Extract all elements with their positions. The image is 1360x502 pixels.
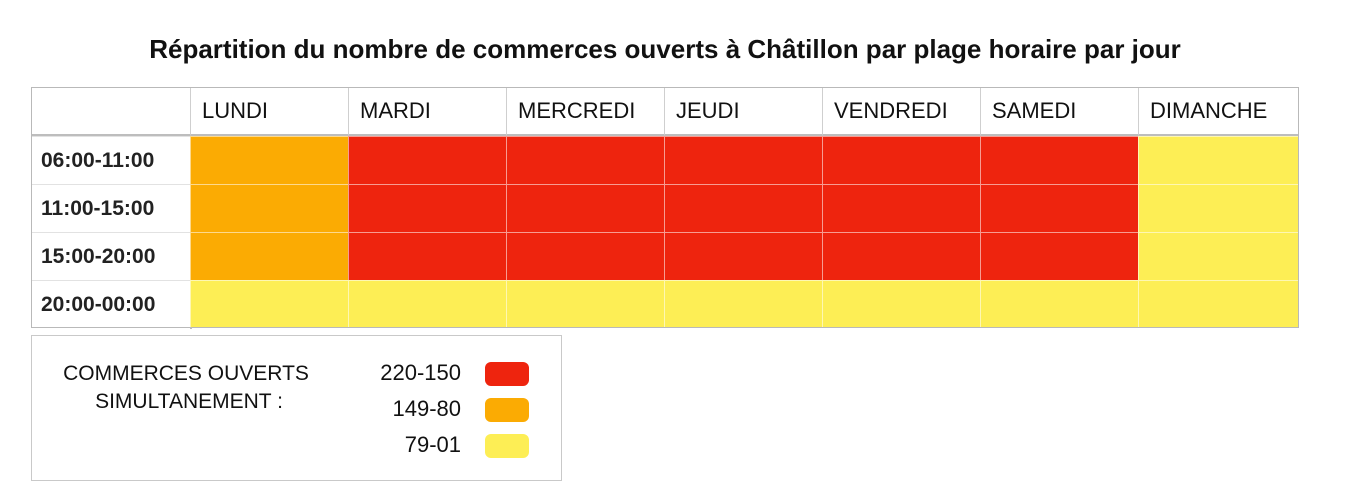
heatmap-cell bbox=[190, 280, 348, 327]
heatmap-cell bbox=[822, 280, 980, 327]
heatmap-cell bbox=[506, 280, 664, 327]
heatmap-cell bbox=[1138, 136, 1298, 184]
column-header-jeudi: JEUDI bbox=[664, 88, 822, 136]
column-header-mardi: MARDI bbox=[348, 88, 506, 136]
heatmap-cell bbox=[664, 280, 822, 327]
row-header: 15:00-20:00 bbox=[32, 232, 190, 280]
heatmap-cell bbox=[190, 232, 348, 280]
heatmap-cell bbox=[664, 184, 822, 232]
heatmap-cell bbox=[980, 136, 1138, 184]
column-header-mercredi: MERCREDI bbox=[506, 88, 664, 136]
heatmap-cell bbox=[190, 184, 348, 232]
heatmap-grid: LUNDI MARDI MERCREDI JEUDI VENDREDI SAMEDI DIM… bbox=[31, 87, 1299, 329]
heatmap-cell bbox=[190, 136, 348, 184]
heatmap-cell bbox=[1138, 280, 1298, 327]
row-header: 11:00-15:00 bbox=[32, 184, 190, 232]
legend-swatch bbox=[485, 398, 529, 422]
legend-title-line-1: COMMERCES OUVERTS bbox=[63, 362, 309, 385]
legend-title: COMMERCES OUVERTS SIMULTANEMENT : bbox=[32, 360, 340, 416]
heatmap-cell bbox=[506, 184, 664, 232]
heatmap-cell bbox=[506, 232, 664, 280]
legend-label: 79-01 bbox=[404, 432, 461, 457]
legend-swatch bbox=[485, 362, 529, 386]
heatmap-cell bbox=[506, 136, 664, 184]
heatmap-cell bbox=[664, 232, 822, 280]
column-header-lundi: LUNDI bbox=[190, 88, 348, 136]
heatmap-cell bbox=[822, 232, 980, 280]
heatmap-cell bbox=[348, 136, 506, 184]
heatmap-cell bbox=[664, 136, 822, 184]
row-header: 06:00-11:00 bbox=[32, 136, 190, 184]
column-header-samedi: SAMEDI bbox=[980, 88, 1138, 136]
legend-title-line-2: SIMULTANEMENT : bbox=[95, 390, 283, 413]
legend-label: 149-80 bbox=[392, 396, 461, 421]
row-header: 20:00-00:00 bbox=[32, 280, 190, 327]
legend-label: 220-150 bbox=[380, 360, 461, 385]
heatmap-cell bbox=[348, 232, 506, 280]
heatmap-cell bbox=[348, 280, 506, 327]
heatmap-cell bbox=[980, 184, 1138, 232]
heatmap-cell bbox=[980, 232, 1138, 280]
legend-swatch bbox=[485, 434, 529, 458]
chart-title: Répartition du nombre de commerces ouver… bbox=[149, 34, 1181, 64]
column-header-vendredi: VENDREDI bbox=[822, 88, 980, 136]
heatmap-cell bbox=[1138, 232, 1298, 280]
heatmap-cell bbox=[822, 136, 980, 184]
legend: COMMERCES OUVERTS SIMULTANEMENT : 220-15… bbox=[31, 335, 562, 481]
column-header-dimanche: DIMANCHE bbox=[1138, 88, 1298, 136]
corner-cell bbox=[32, 88, 190, 136]
heatmap-cell bbox=[348, 184, 506, 232]
heatmap-cell bbox=[822, 184, 980, 232]
heatmap-cell bbox=[1138, 184, 1298, 232]
heatmap-cell bbox=[980, 280, 1138, 327]
